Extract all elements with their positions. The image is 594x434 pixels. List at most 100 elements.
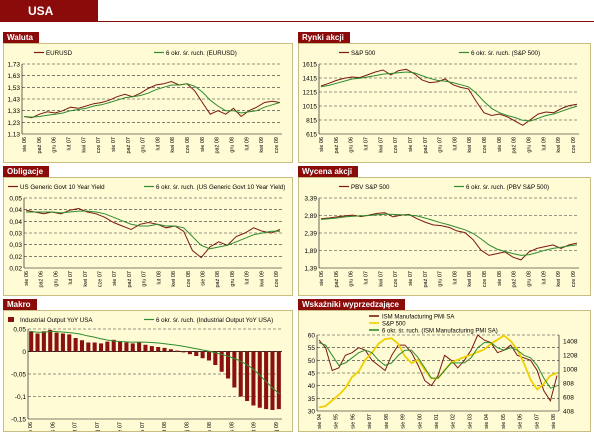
x-tick-label: sie 08 xyxy=(207,422,213,431)
x-tick-label: lut 07 xyxy=(363,137,369,150)
bar xyxy=(29,331,34,352)
bar xyxy=(149,346,154,352)
series-line xyxy=(23,80,281,119)
series-line xyxy=(23,83,281,118)
x-tick-label: sie 06 xyxy=(518,414,524,429)
bar xyxy=(276,351,281,410)
x-tick-label: sie 03 xyxy=(467,414,473,429)
y-tick-label: -0,1 xyxy=(15,394,27,401)
bar xyxy=(175,350,180,352)
bar xyxy=(251,351,256,406)
y-tick-label: 1015 xyxy=(303,104,318,111)
x-tick-label: lut 09 xyxy=(245,271,251,284)
legend-label: 6 okr. śr. ruch. (S&P 500) xyxy=(471,50,540,57)
x-tick-label: sie 01 xyxy=(434,414,440,429)
series-line xyxy=(318,334,558,409)
bar xyxy=(206,351,212,361)
legend-label: EURUSD xyxy=(46,50,73,57)
chart-area: 1615 1415 1215 1015 815 615 sie 06 paź 06 gru 06… xyxy=(298,43,591,163)
y-tick-label: 0,02 xyxy=(9,254,22,261)
y-tick-label: -0,15 xyxy=(11,417,26,424)
x-tick-label: cze 08 xyxy=(482,271,488,287)
series-line xyxy=(320,71,578,122)
y-tick-label: 1215 xyxy=(303,90,318,97)
x-tick-label: cze 08 xyxy=(482,137,488,153)
y-tick-label: 1,13 xyxy=(7,132,20,139)
x-tick-label: paź 06 xyxy=(334,271,340,288)
x-tick-label: lut 08 xyxy=(155,137,161,150)
y-tick-label: 1,39 xyxy=(304,266,317,273)
x-tick-label: cze 09 xyxy=(274,137,280,153)
bar xyxy=(35,333,40,352)
bar xyxy=(54,332,59,352)
x-tick-label: lis 07 xyxy=(140,422,146,431)
x-tick-label: kwi 08 xyxy=(171,271,177,287)
x-tick-label: sie 08 xyxy=(497,137,503,152)
page-title-rule xyxy=(0,21,594,22)
x-tick-label: lut 07 xyxy=(73,422,79,431)
y-tick-label: -0,05 xyxy=(11,372,26,379)
panel-title: Rynki akcji xyxy=(298,32,350,43)
x-tick-label: sie 06 xyxy=(319,271,325,286)
series-line xyxy=(320,213,578,256)
x-tick-label: lut 08 xyxy=(162,422,168,431)
x-tick-label: paź 06 xyxy=(37,137,43,154)
x-tick-label: paź 07 xyxy=(126,137,132,154)
x-tick-label: sie 06 xyxy=(22,137,28,152)
y-tick-label: 815 xyxy=(306,118,317,125)
legend-label: US Generic Govt 10 Year Yield xyxy=(20,184,105,191)
y-tick-label: 45 xyxy=(308,371,316,378)
panel-title: Wskaźniki wyprzedzające xyxy=(298,299,405,310)
x-tick-label: sie 00 xyxy=(417,414,423,429)
x-tick-label: lis 06 xyxy=(50,422,56,431)
y2-tick-label: 1008 xyxy=(563,367,578,374)
panel-title: Wycena akcji xyxy=(298,166,359,177)
x-tick-label: gru 07 xyxy=(142,271,148,287)
x-tick-label: maj 09 xyxy=(274,422,280,431)
x-tick-label: lut 09 xyxy=(541,137,547,150)
x-tick-label: lut 07 xyxy=(66,137,72,150)
y-tick-label: 1,53 xyxy=(7,85,20,92)
x-tick-label: kwi 09 xyxy=(259,271,265,287)
x-tick-label: gru 08 xyxy=(527,137,533,153)
bar xyxy=(162,347,167,352)
y-tick-label: 0,05 xyxy=(9,196,22,203)
x-tick-label: sie 08 xyxy=(200,137,206,152)
x-tick-label: kwi 07 xyxy=(378,137,384,153)
x-tick-label: cze 09 xyxy=(571,271,577,287)
x-tick-label: sie 06 xyxy=(319,137,325,152)
chart-area: 0,05 0 -0,05 -0,1 -0,15 sie 06 lis 06 lut 07 maj… xyxy=(3,310,293,432)
panel-title: Obligacje xyxy=(3,166,50,177)
y-tick-label: 3,39 xyxy=(304,196,317,203)
y-tick-label: 0,03 xyxy=(9,231,22,238)
x-tick-label: sie 07 xyxy=(408,271,414,286)
legend-label: 6 okr. śr. ruch. (PBV S&P 500) xyxy=(466,184,549,191)
y2-tick-label: 1208 xyxy=(563,353,578,360)
series-line xyxy=(318,334,558,403)
bar xyxy=(105,341,110,352)
x-tick-label: sie 97 xyxy=(367,414,373,429)
wskazniki-chart: 60 55 50 45 40 35 30 1408 1208 1008 808 608 408 sie 9… xyxy=(308,314,578,429)
x-tick-label: lut 07 xyxy=(68,271,74,284)
y2-tick-label: 1408 xyxy=(563,339,578,346)
x-tick-label: gru 07 xyxy=(141,137,147,153)
chart-area: 0,05 0,04 0,04 0,03 0,03 0,02 0,02 sie 06 paź 06… xyxy=(3,177,293,296)
x-tick-label: cze 09 xyxy=(274,271,280,287)
y-tick-label: 615 xyxy=(306,132,317,139)
bar xyxy=(48,329,53,352)
panel-title: Makro xyxy=(3,299,37,310)
series-line xyxy=(320,212,578,261)
legend-label: S&P 500 xyxy=(351,50,376,57)
bar xyxy=(200,351,205,359)
x-tick-label: sie 96 xyxy=(350,414,356,429)
y-tick-label: 1,73 xyxy=(7,62,20,69)
x-tick-label: lut 08 xyxy=(452,137,458,150)
panel-title: Waluta xyxy=(3,32,39,43)
chart-area: 1,73 1,63 1,53 1,43 1,33 1,23 1,13 sie 06 paź 06… xyxy=(3,43,293,163)
y-tick-label: 35 xyxy=(308,396,316,403)
bar xyxy=(92,342,97,352)
bar xyxy=(98,343,104,352)
y-tick-label: 1,89 xyxy=(304,248,317,255)
